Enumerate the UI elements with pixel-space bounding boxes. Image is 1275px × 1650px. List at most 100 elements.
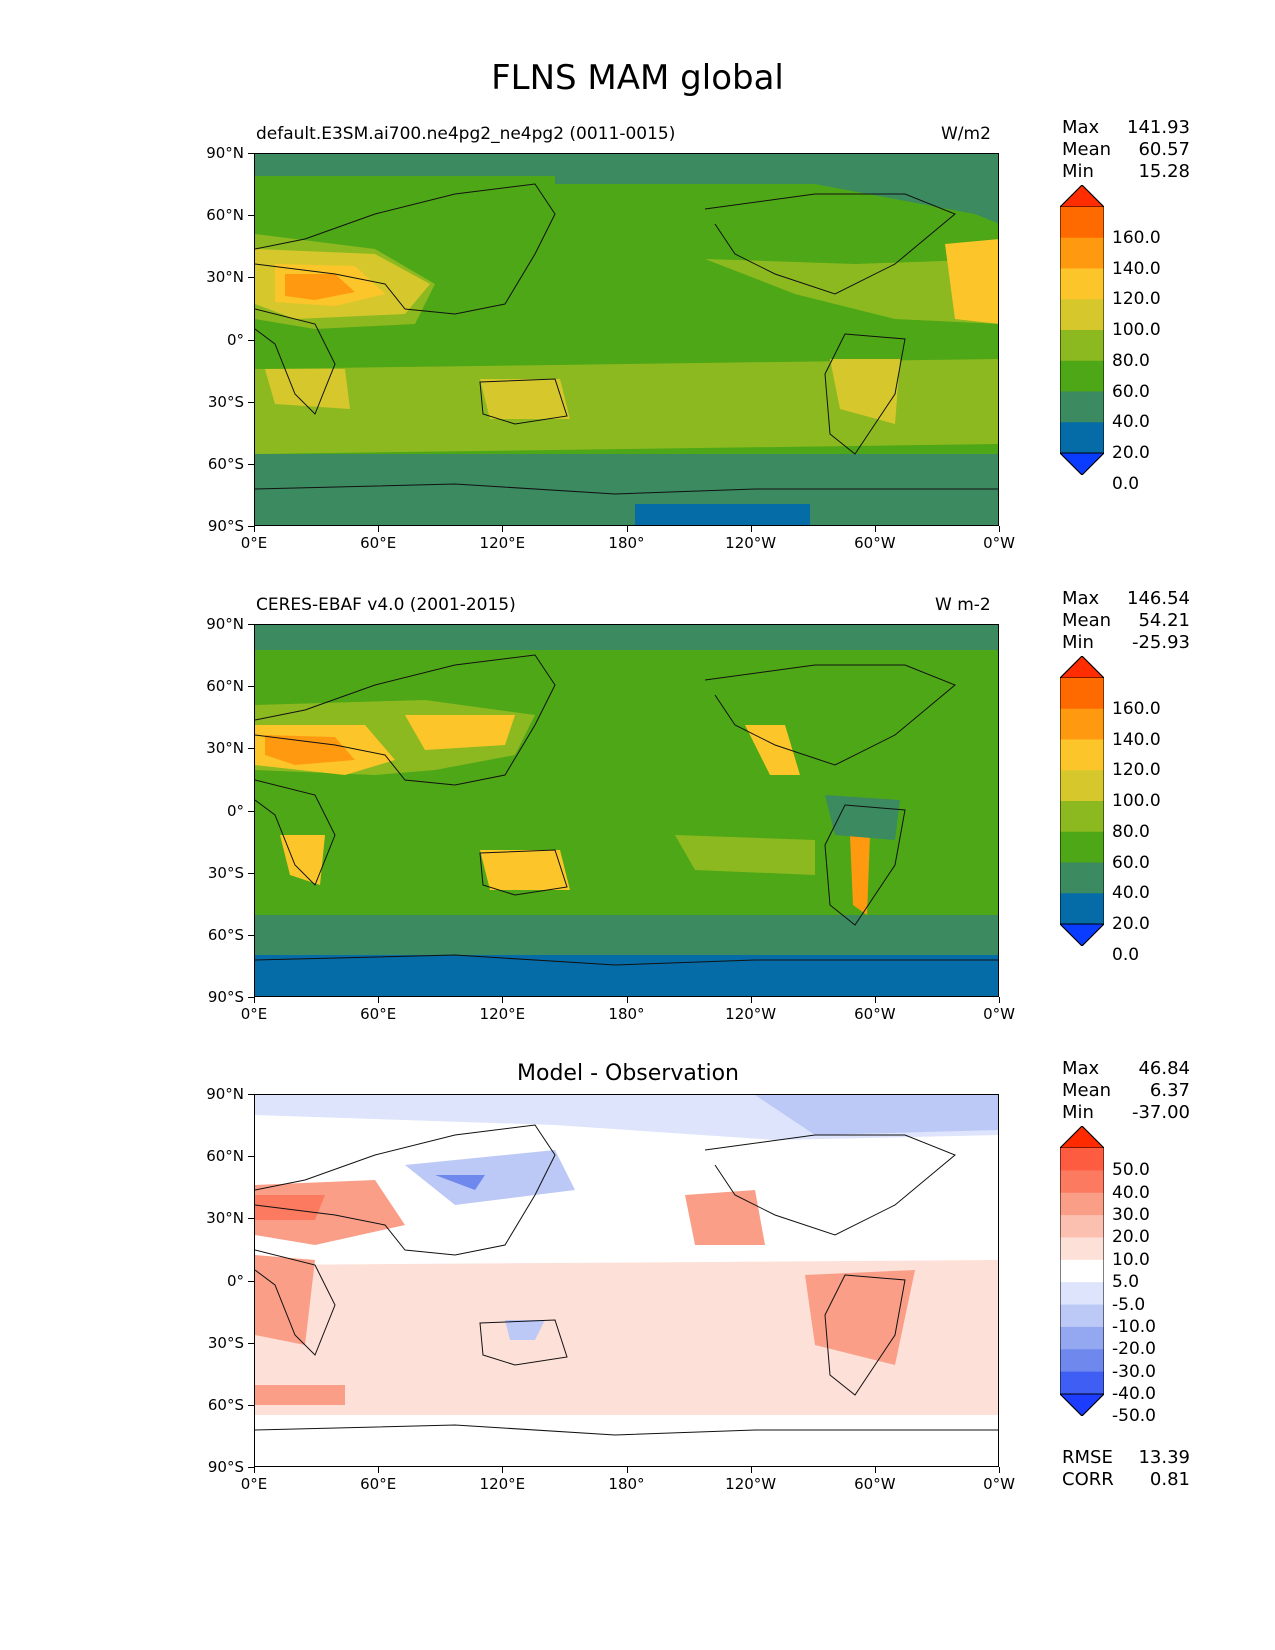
colorbar-tick-label: 140.0 xyxy=(1112,258,1161,279)
stats-diff: Max 46.84 Mean 6.37 Min -37.00 xyxy=(1062,1058,1190,1124)
field-north-pacific-low xyxy=(555,154,998,224)
x-tick xyxy=(502,997,504,1003)
stat-label: Max xyxy=(1062,588,1100,609)
y-tick xyxy=(248,1280,254,1282)
stat-label: Mean xyxy=(1062,139,1112,160)
stat-value: -37.00 xyxy=(1131,1102,1190,1123)
y-tick-label: 90°S xyxy=(207,517,244,535)
x-tick-label: 60°W xyxy=(854,1005,896,1023)
field-mexico-high xyxy=(945,239,998,324)
colorbar-bin xyxy=(1060,268,1104,300)
x-tick-label: 180° xyxy=(608,1005,645,1023)
y-tick xyxy=(248,686,254,688)
colorbar-tick-label: 80.0 xyxy=(1112,821,1150,842)
colorbar-bin xyxy=(1060,1326,1104,1350)
colorbar-bin xyxy=(1060,1371,1104,1395)
field-antarctic-low xyxy=(635,504,810,525)
y-tick-label: 90°S xyxy=(207,988,244,1006)
field-pacific-red xyxy=(685,1190,765,1245)
colorbar-tick-label: 40.0 xyxy=(1112,883,1150,904)
x-tick-label: 0°W xyxy=(983,534,1015,552)
stat-min: Min -37.00 xyxy=(1062,1102,1190,1124)
map-field xyxy=(255,625,998,996)
y-tick xyxy=(248,153,254,154)
colorbar-bin xyxy=(1060,893,1104,925)
stat-mean: Mean 54.21 xyxy=(1062,610,1190,632)
x-tick-label: 120°E xyxy=(479,1005,526,1023)
y-tick xyxy=(248,277,254,279)
colorbar-bin xyxy=(1060,1304,1104,1328)
colorbar-bin xyxy=(1060,678,1104,710)
x-tick xyxy=(378,1467,380,1473)
colorbar-tick-label: 40.0 xyxy=(1112,1182,1150,1203)
coastline-south-america xyxy=(824,804,906,926)
panel-left-label: default.E3SM.ai700.ne4pg2_ne4pg2 (0011-0… xyxy=(256,124,676,144)
x-tick-label: 60°E xyxy=(360,1005,397,1023)
y-tick xyxy=(248,1156,254,1158)
field-africa-red xyxy=(255,1255,315,1345)
stats-diff-extra: RMSE 13.39 CORR 0.81 xyxy=(1062,1447,1190,1491)
panel-diff: Model - Observation xyxy=(0,0,1275,1467)
x-tick-label: 60°W xyxy=(854,534,896,552)
field-mexico-high xyxy=(745,725,800,775)
x-tick xyxy=(378,526,380,532)
field-sahara-max xyxy=(285,274,355,300)
stat-value: 54.21 xyxy=(1138,610,1190,631)
y-tick xyxy=(248,624,254,625)
colorbar-tick-label: -20.0 xyxy=(1112,1339,1156,1360)
colorbar-bin xyxy=(1060,770,1104,802)
x-tick xyxy=(750,1467,752,1473)
field-andes-high xyxy=(850,835,870,915)
coastline-north-america xyxy=(704,664,956,766)
colorbar-tick-label: 20.0 xyxy=(1112,914,1150,934)
colorbar-tick-label: 10.0 xyxy=(1112,1249,1150,1270)
stat-value: 6.37 xyxy=(1149,1080,1190,1101)
colorbar-bin xyxy=(1060,1282,1104,1306)
colorbar-tick-label: 120.0 xyxy=(1112,760,1161,781)
y-tick xyxy=(248,1218,254,1220)
stat-value: 0.81 xyxy=(1149,1469,1190,1490)
coastline-eurasia xyxy=(255,183,556,315)
colorbar-tick-label: 0.0 xyxy=(1112,944,1140,965)
y-tick xyxy=(248,1467,254,1468)
panel-left-label: CERES-EBAF v4.0 (2001-2015) xyxy=(256,595,516,615)
colorbar-bin xyxy=(1060,360,1104,392)
colorbar-extend-top xyxy=(1060,656,1104,679)
colorbar-bin xyxy=(1060,708,1104,740)
x-tick-label: 0°E xyxy=(240,1005,268,1023)
y-tick-label: 90°N xyxy=(206,144,244,162)
field-sahara-max xyxy=(265,735,355,765)
x-tick xyxy=(378,997,380,1003)
field-subtropical-band xyxy=(675,835,815,875)
x-tick xyxy=(502,526,504,532)
x-tick xyxy=(626,997,628,1003)
stat-label: Min xyxy=(1062,632,1094,653)
y-tick xyxy=(248,463,254,465)
coastline-africa xyxy=(255,1249,336,1356)
field-arctic-band xyxy=(255,625,998,650)
coastline-antarctica xyxy=(255,483,998,495)
colorbar-tick-label: 20.0 xyxy=(1112,443,1150,463)
y-tick-label: 0° xyxy=(226,1271,244,1290)
colorbar-extend-top xyxy=(1060,1126,1104,1149)
y-tick xyxy=(248,215,254,217)
y-tick-label: 0° xyxy=(226,801,244,820)
colorbar-tick-label: 160.0 xyxy=(1112,698,1161,719)
coastline-south-america xyxy=(824,1274,906,1396)
panel-units-label: W/m2 xyxy=(941,124,991,144)
y-tick-label: 60°N xyxy=(206,677,244,696)
field-antarctic-low xyxy=(255,955,998,996)
stat-label: Mean xyxy=(1062,1080,1112,1101)
colorbar-obs xyxy=(1060,656,1104,946)
colorbar-extend-bottom xyxy=(1060,1393,1104,1416)
colorbar-bin xyxy=(1060,207,1104,239)
stat-value: 146.54 xyxy=(1127,588,1190,609)
y-tick-label: 60°N xyxy=(206,1147,244,1166)
colorbar-tick-label: 50.0 xyxy=(1112,1160,1150,1181)
stat-value: 141.93 xyxy=(1127,117,1190,138)
coastline-africa xyxy=(255,779,336,886)
stat-max: Max 46.84 xyxy=(1062,1058,1190,1080)
stat-label: Max xyxy=(1062,1058,1100,1079)
y-tick-label: 60°S xyxy=(207,925,244,944)
map-obs xyxy=(254,624,999,997)
